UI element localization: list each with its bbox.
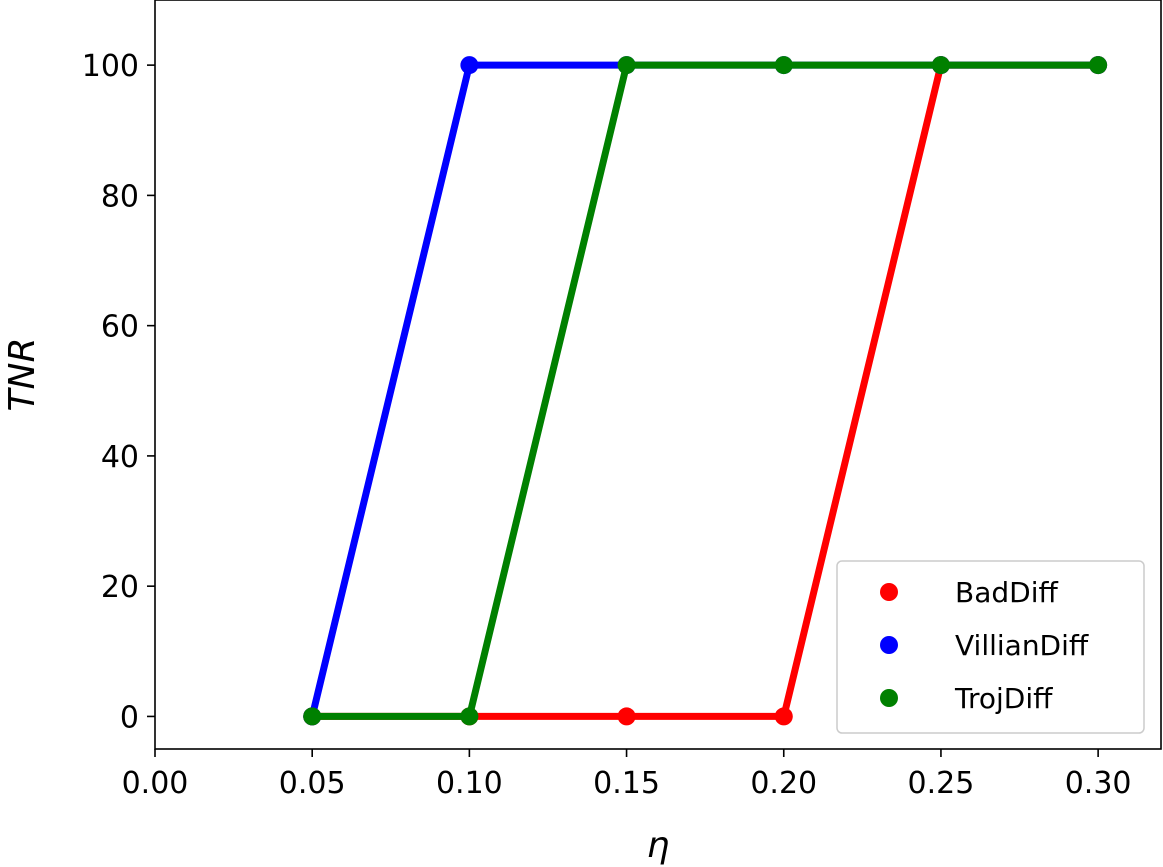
ticks-layer: 0.00 0.05 0.10 0.15 0.20 0.25 0.30 0 20 40 60 80 100 (82, 49, 1132, 801)
data-point-trojdiff (931, 56, 950, 75)
legend-marker-baddiff (880, 583, 898, 601)
legend-marker-villiandiff (880, 636, 898, 654)
y-tick-label: 0 (120, 700, 139, 735)
y-tick-label: 40 (101, 440, 139, 475)
data-point-trojdiff (303, 707, 322, 726)
data-point-baddiff (617, 707, 636, 726)
x-tick-label: 0.30 (1065, 766, 1132, 801)
marks-layer (303, 56, 1108, 726)
x-tick-label: 0.00 (122, 766, 189, 801)
data-point-trojdiff (617, 56, 636, 75)
plot-frame (154, 0, 1162, 750)
legend-marker-trojdiff (880, 689, 898, 707)
data-point-baddiff (774, 707, 793, 726)
y-axis-label: TNR (2, 338, 43, 412)
data-point-trojdiff (460, 707, 479, 726)
x-tick-label: 0.25 (908, 766, 975, 801)
x-tick-label: 0.10 (436, 766, 503, 801)
y-tick-label: 20 (101, 570, 139, 605)
data-point-trojdiff (774, 56, 793, 75)
x-tick-label: 0.05 (279, 766, 346, 801)
legend-label-trojdiff: TrojDiff (954, 682, 1053, 715)
x-axis-label: η (647, 825, 670, 866)
series-line-trojdiff (308, 61, 1102, 720)
legend-box (836, 560, 1145, 734)
y-tick-label: 80 (101, 179, 139, 214)
legend: BadDiff VillianDiff TrojDiff (836, 560, 1145, 734)
data-point-trojdiff (1089, 56, 1108, 75)
x-tick-label: 0.15 (593, 766, 660, 801)
legend-label-villiandiff: VillianDiff (955, 629, 1089, 662)
x-tick-label: 0.20 (750, 766, 817, 801)
y-tick-label: 100 (82, 49, 139, 84)
y-tick-label: 60 (101, 310, 139, 345)
data-point-villiandiff (460, 56, 479, 75)
legend-label-baddiff: BadDiff (955, 576, 1058, 609)
